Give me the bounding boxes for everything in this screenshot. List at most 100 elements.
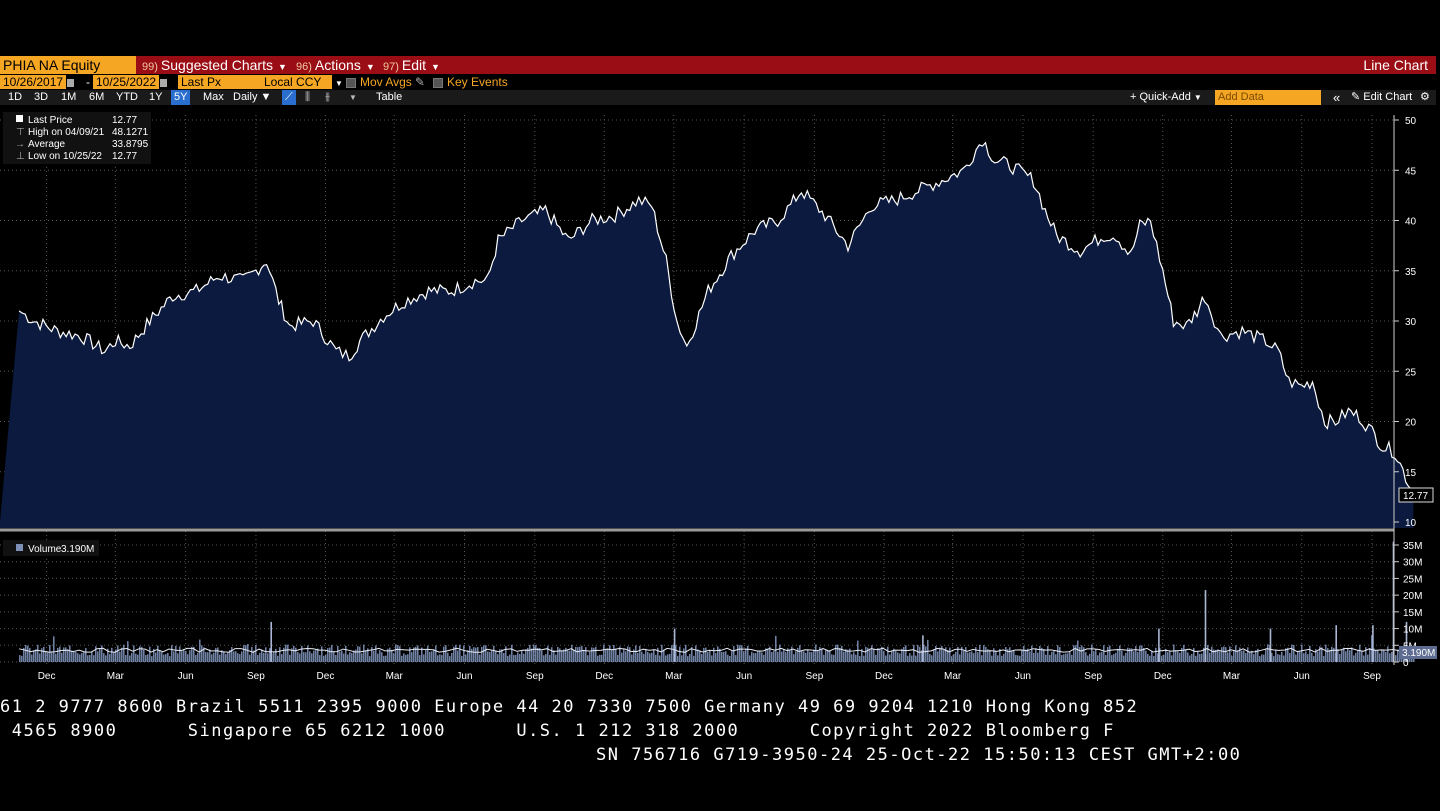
volume-bar [23, 647, 25, 662]
price-field-value: Last Px [178, 75, 262, 89]
period-1d-button[interactable]: 1D [8, 91, 23, 103]
volume-bar [1081, 645, 1083, 662]
quick-add-button[interactable]: + Quick-Add ▼ [1130, 90, 1202, 105]
actions-menu[interactable]: 96) Actions ▼ [296, 56, 375, 74]
volume-bar [1121, 650, 1123, 662]
volume-bar [967, 652, 969, 662]
legend-last-price-label: Last Price [28, 115, 73, 126]
volume-spike [270, 621, 272, 662]
volume-bar [993, 648, 995, 662]
volume-bar [1289, 653, 1291, 662]
chart-type-dropdown-icon[interactable]: ▼ [349, 93, 357, 102]
volume-bar [1107, 647, 1109, 662]
collapse-icon[interactable]: « [1333, 90, 1341, 105]
volume-bar [683, 648, 685, 662]
volume-bar [1137, 652, 1139, 662]
volume-bar [33, 650, 35, 662]
volume-bar [1117, 648, 1119, 662]
start-date-field[interactable]: 10/26/2017 [0, 75, 75, 89]
period-1m-button[interactable]: 1M [61, 91, 77, 103]
volume-bar [533, 644, 535, 662]
edit-chart-button[interactable]: ✎ Edit Chart [1351, 90, 1412, 105]
volume-bar [521, 650, 523, 662]
currency-select[interactable]: Local CCY ▼ [261, 75, 343, 89]
volume-bar [193, 646, 195, 662]
volume-bar [183, 649, 185, 662]
volume-bar [1111, 655, 1113, 662]
start-date-value: 10/26/2017 [0, 75, 67, 89]
key-events-toggle[interactable]: Key Events [433, 75, 508, 89]
volume-bar [619, 646, 621, 662]
volume-bar [497, 654, 499, 662]
volume-bar [1353, 655, 1355, 662]
volume-bar [125, 655, 127, 662]
legend-high-label: High on 04/09/21 [28, 127, 105, 138]
add-data-input[interactable]: Add Data [1215, 90, 1321, 105]
volume-bar [975, 647, 977, 662]
period-ytd-button[interactable]: YTD [116, 91, 138, 103]
period-6m-button[interactable]: 6M [89, 91, 105, 103]
volume-bar [79, 654, 81, 662]
volume-bar [1039, 646, 1041, 662]
volume-bar [723, 651, 725, 662]
period-5y-button[interactable]: 5Y [171, 90, 191, 105]
currency-value: Local CCY [261, 75, 332, 89]
volume-bar [507, 655, 509, 662]
volume-bar [551, 647, 553, 662]
ticker-field[interactable]: PHIA NA Equity [0, 56, 136, 74]
period-3d-button[interactable]: 3D [34, 91, 49, 103]
volume-bar [355, 649, 357, 662]
volume-bar [765, 648, 767, 662]
line-chart-icon[interactable]: ⟋ [282, 90, 296, 105]
volume-bar [483, 645, 485, 662]
gear-icon[interactable]: ⚙ [1420, 91, 1430, 103]
volume-bar [457, 650, 459, 662]
volume-bar [215, 647, 217, 662]
price-field-select[interactable]: Last Px [178, 75, 262, 89]
volume-bar [961, 646, 963, 662]
volume-bar [705, 647, 707, 662]
volume-bar [569, 650, 571, 662]
table-button[interactable]: Table [376, 91, 403, 103]
period-max-button[interactable]: Max [203, 91, 224, 103]
volume-bar [1147, 653, 1149, 662]
volume-bar [1363, 655, 1365, 662]
suggested-charts-menu[interactable]: 99) Suggested Charts ▼ [142, 56, 287, 74]
volume-bar [449, 656, 451, 662]
candle-chart-icon[interactable]: ⫵ [325, 91, 331, 103]
volume-bar [1225, 647, 1227, 662]
volume-bar [39, 653, 41, 662]
volume-bar [421, 647, 423, 662]
chevron-down-icon: ▼ [335, 79, 343, 88]
volume-bar [725, 651, 727, 662]
volume-bar [625, 651, 627, 662]
edit-menu[interactable]: 97) Edit ▼ [383, 56, 440, 74]
volume-bar [675, 645, 677, 662]
volume-bar [1229, 646, 1231, 662]
legend-swatch-last-price [16, 115, 23, 122]
volume-bar [429, 651, 431, 662]
x-tick-label: Mar [107, 671, 125, 682]
frequency-select[interactable]: Daily ▼ [230, 90, 274, 105]
period-1y-button[interactable]: 1Y [149, 91, 163, 103]
volume-bar [1007, 649, 1009, 662]
x-tick-label: Sep [526, 671, 544, 682]
end-date-field[interactable]: 10/25/2022 [93, 75, 168, 89]
x-tick-label: Jun [1015, 671, 1031, 682]
volume-bar [1105, 655, 1107, 662]
volume-bar [877, 648, 879, 662]
volume-bar [85, 648, 87, 662]
volume-bar [649, 653, 651, 662]
volume-bar [781, 651, 783, 662]
volume-bar [255, 645, 257, 662]
mov-avgs-toggle[interactable]: Mov Avgs ✎ [346, 75, 425, 89]
bar-chart-icon[interactable]: ⫼ [305, 91, 311, 103]
volume-bar [61, 652, 63, 662]
volume-bar [775, 635, 777, 662]
volume-bar [919, 646, 921, 662]
volume-bar [953, 654, 955, 662]
volume-bar [573, 650, 575, 662]
edit-label: Edit [401, 57, 427, 73]
calendar-icon [67, 78, 75, 87]
volume-bar [289, 654, 291, 662]
